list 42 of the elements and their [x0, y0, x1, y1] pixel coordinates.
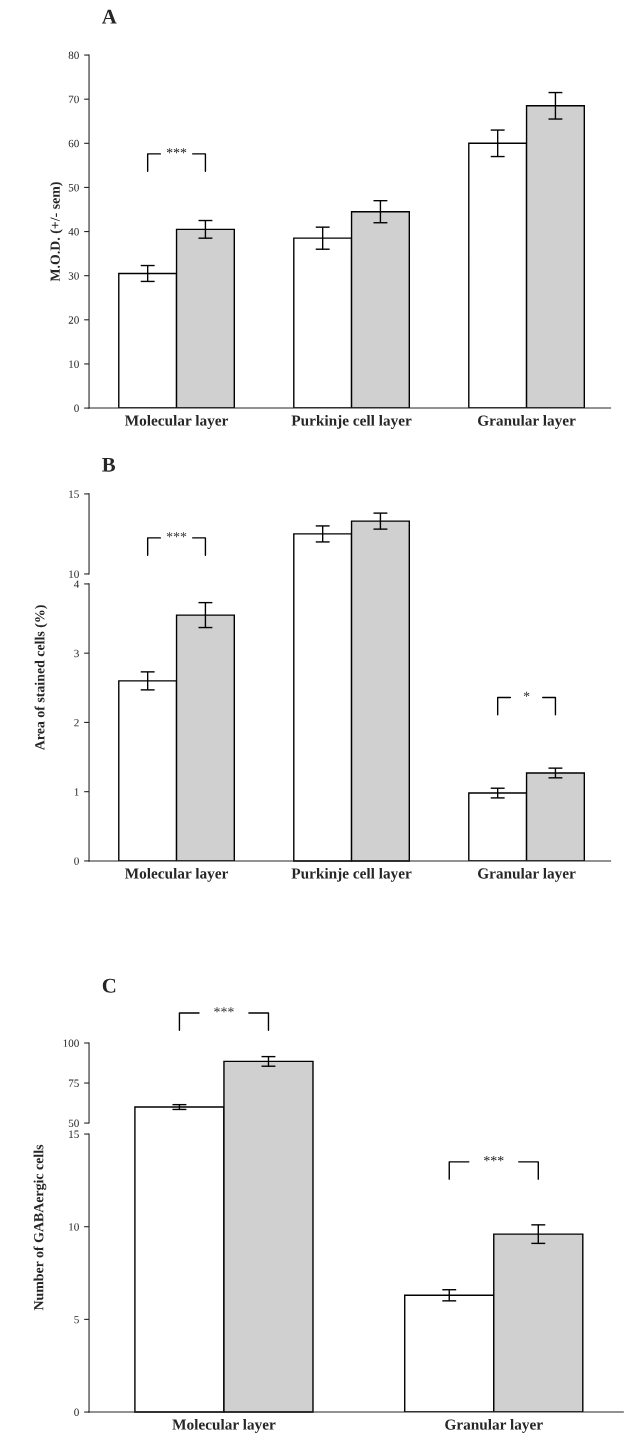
y-axis-title: Number of GABAergic cells [33, 1144, 47, 1311]
annotation: * [523, 691, 530, 697]
y-tick-label: 75 [68, 1079, 79, 1087]
chart-title: A [101, 9, 117, 24]
y-tick-label: 3 [74, 649, 79, 658]
y-tick-label: 1 [74, 788, 79, 796]
x-tick-label: Molecular layer [172, 1419, 276, 1433]
y-tick-label: 0 [74, 1408, 79, 1417]
y-tick-label: 10 [69, 360, 79, 368]
y-tick-label: 80 [68, 51, 79, 60]
x-tick-label: Granular layer [478, 415, 576, 429]
chart-title: B [102, 457, 116, 472]
x-tick-label: Purkinje cell layer [291, 415, 412, 429]
y-tick-label: 15 [69, 1130, 79, 1138]
y-tick-label: 4 [73, 580, 80, 588]
x-tick-label: Granular layer [478, 867, 576, 882]
y-tick-label: 0 [74, 857, 79, 865]
y-tick-label: 50 [68, 183, 79, 192]
annotation: *** [166, 532, 187, 538]
x-tick-label: Granular layer [445, 1419, 543, 1433]
y-tick-label: 10 [69, 1223, 79, 1231]
y-axis-title: Area of stained cells (%) [34, 605, 48, 751]
y-tick-label: 30 [68, 272, 79, 280]
x-tick-label: Purkinje cell layer [291, 867, 412, 882]
annotation: *** [484, 1156, 504, 1162]
y-tick-label: 0 [74, 404, 79, 413]
y-tick-label: 60 [68, 139, 79, 148]
x-tick-label: Molecular layer [124, 867, 229, 882]
annotation: *** [166, 148, 187, 154]
y-tick-label: 70 [68, 95, 79, 104]
y-tick-label: 100 [63, 1039, 79, 1047]
y-axis-title: M.O.D. (+/- sem) [50, 182, 63, 282]
y-tick-label: 2 [74, 718, 79, 727]
text: *** [214, 1007, 234, 1013]
y-tick-label: 10 [69, 570, 79, 578]
x-tick-label: Molecular layer [124, 415, 229, 429]
y-tick-label: 20 [68, 316, 79, 324]
y-tick-label: 40 [68, 228, 79, 236]
chart-title: C [102, 978, 116, 993]
y-tick-label: 5 [74, 1315, 79, 1324]
y-tick-label: 50 [68, 1119, 79, 1128]
y-tick-label: 15 [69, 490, 79, 498]
